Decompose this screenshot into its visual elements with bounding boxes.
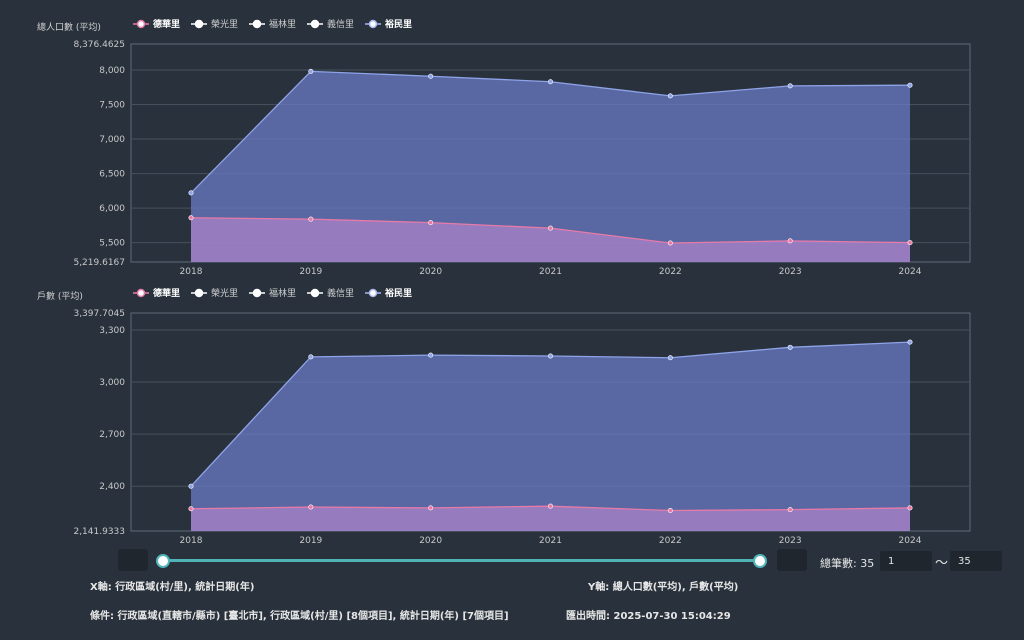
data-point	[188, 483, 194, 489]
legend-marker-0	[136, 288, 146, 298]
data-point	[308, 504, 314, 510]
y-tick-label: 2,400	[99, 482, 125, 492]
y-axis-info: Y軸: 總人口數(平均), 戶數(平均)	[588, 582, 739, 593]
data-point	[188, 190, 194, 196]
x-tick-label: 2023	[779, 267, 802, 277]
range-to-input[interactable]	[950, 551, 1002, 571]
y-axis-title: 戶數 (平均)	[37, 290, 83, 302]
x-tick-label: 2024	[899, 536, 922, 546]
data-point	[667, 508, 673, 514]
data-point	[428, 220, 434, 226]
x-axis-info: X軸: 行政區域(村/里), 統計日期(年)	[90, 582, 255, 593]
legend-marker-2	[252, 288, 262, 298]
data-point	[787, 344, 793, 350]
data-point	[308, 68, 314, 74]
data-point	[428, 505, 434, 511]
legend-label-4: 裕民里	[384, 287, 412, 299]
data-point	[188, 215, 194, 221]
legend-marker-1	[194, 288, 204, 298]
data-point	[667, 240, 673, 246]
legend-label-0: 德華里	[153, 287, 180, 299]
x-tick-label: 2019	[299, 267, 322, 277]
y-tick-label: 3,397.7045	[73, 309, 125, 319]
range-start-box[interactable]	[118, 549, 148, 571]
y-tick-label: 2,700	[99, 430, 125, 440]
legend-marker-2	[252, 19, 262, 29]
range-from-input[interactable]	[880, 551, 932, 571]
legend-marker-0	[136, 19, 146, 29]
y-tick-label: 5,219.6167	[73, 258, 125, 268]
data-point	[787, 83, 793, 89]
x-tick-label: 2021	[539, 536, 562, 546]
y-tick-label: 5,500	[99, 239, 125, 249]
y-tick-label: 7,000	[99, 135, 125, 145]
range-slider-end-handle[interactable]	[753, 554, 767, 568]
x-tick-label: 2022	[659, 536, 682, 546]
legend-marker-4	[368, 288, 378, 298]
legend-marker-3	[310, 288, 320, 298]
series-area-0	[191, 342, 910, 531]
legend-label-3: 義信里	[327, 18, 354, 30]
series-area-1	[191, 506, 910, 531]
data-point	[188, 506, 194, 512]
export-time-info: 匯出時間: 2025-07-30 15:04:29	[566, 611, 731, 622]
legend-label-3: 義信里	[327, 287, 354, 299]
range-tilde: ～	[935, 556, 949, 571]
x-tick-label: 2019	[299, 536, 322, 546]
x-tick-label: 2021	[539, 267, 562, 277]
x-tick-label: 2018	[180, 536, 203, 546]
data-point	[428, 352, 434, 358]
y-tick-label: 6,000	[99, 204, 125, 214]
y-tick-label: 6,500	[99, 170, 125, 180]
y-tick-label: 8,000	[99, 66, 125, 76]
range-slider-start-handle[interactable]	[156, 554, 170, 568]
data-point	[907, 82, 913, 88]
data-point	[308, 216, 314, 222]
legend-label-0: 德華里	[153, 18, 180, 30]
y-axis-title: 總人口數 (平均)	[37, 21, 101, 33]
data-point	[428, 73, 434, 79]
legend-marker-4	[368, 19, 378, 29]
data-point	[667, 355, 673, 361]
data-point	[907, 240, 913, 246]
y-tick-label: 3,000	[99, 378, 125, 388]
data-point	[308, 354, 314, 360]
legend-label-1: 榮光里	[211, 287, 238, 299]
range-end-box[interactable]	[777, 549, 807, 571]
range-slider-track[interactable]	[162, 559, 759, 562]
legend-marker-3	[310, 19, 320, 29]
x-tick-label: 2023	[779, 536, 802, 546]
data-point	[787, 507, 793, 513]
data-point	[667, 93, 673, 99]
series-area-0	[191, 71, 910, 262]
data-point	[547, 79, 553, 85]
condition-info: 條件: 行政區域(直轄市/縣市) [臺北市], 行政區域(村/里) [8個項目]…	[90, 611, 509, 622]
data-point	[907, 339, 913, 345]
y-tick-label: 8,376.4625	[73, 40, 125, 50]
legend-marker-1	[194, 19, 204, 29]
data-point	[787, 238, 793, 244]
y-tick-label: 2,141.9333	[73, 527, 125, 537]
legend-label-2: 福林里	[269, 287, 296, 299]
legend-label-4: 裕民里	[384, 18, 412, 30]
y-tick-label: 7,500	[99, 101, 125, 111]
x-tick-label: 2018	[180, 267, 203, 277]
data-point	[907, 505, 913, 511]
x-tick-label: 2020	[419, 267, 442, 277]
y-tick-label: 3,300	[99, 326, 125, 336]
x-tick-label: 2024	[899, 267, 922, 277]
x-tick-label: 2022	[659, 267, 682, 277]
legend-label-1: 榮光里	[211, 18, 238, 30]
data-point	[547, 353, 553, 359]
total-count-label: 總筆數: 35	[820, 557, 875, 570]
data-point	[547, 503, 553, 509]
x-tick-label: 2020	[419, 536, 442, 546]
series-area-1	[191, 217, 910, 262]
legend-label-2: 福林里	[269, 18, 296, 30]
data-point	[547, 225, 553, 231]
